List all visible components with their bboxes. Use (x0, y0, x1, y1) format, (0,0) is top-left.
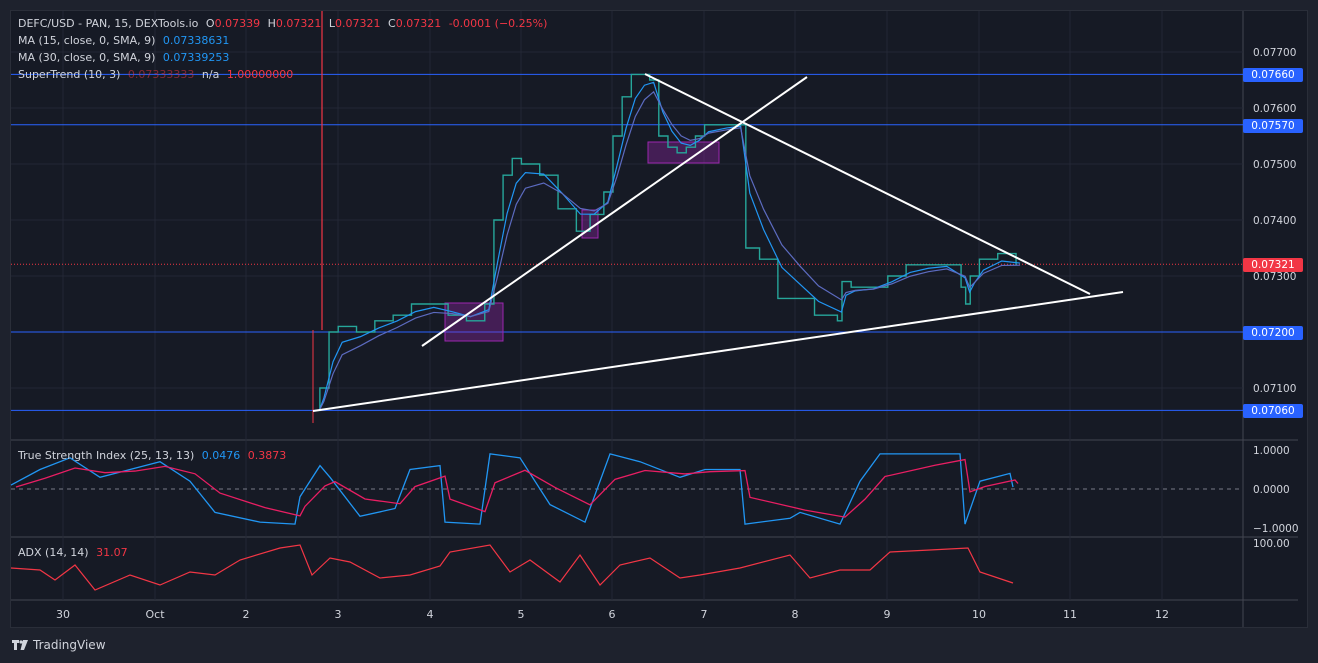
ma15-legend[interactable]: MA (15, close, 0, SMA, 9) 0.07338631 (18, 34, 233, 48)
price-line (315, 73, 1017, 412)
ohlc-high: H0.07321 (267, 17, 322, 30)
y-tick-label: 0.07600 (1253, 103, 1296, 115)
ma30-label: MA (30, close, 0, SMA, 9) (18, 51, 156, 64)
y-tick-label: 0.07700 (1253, 47, 1296, 59)
ma30-line (318, 90, 1021, 411)
tsi-value: 0.0476 (201, 449, 241, 462)
y-tick-label: 0.07400 (1253, 215, 1296, 227)
tsi-label: True Strength Index (25, 13, 13) (18, 449, 195, 462)
level-tag-3: 0.07200 (1243, 326, 1303, 340)
adx-line (10, 544, 1014, 591)
x-tick-label: 7 (701, 608, 708, 621)
ma15-line (318, 81, 1021, 411)
tsi-tick-label: 0.0000 (1253, 484, 1290, 496)
ohlc-low: L0.07321 (328, 17, 381, 30)
last-price-tag: 0.07321 (1243, 258, 1303, 272)
tsi-tick-label: 1.0000 (1253, 445, 1290, 457)
tsi-line (10, 453, 1014, 525)
level-tag-4: 0.07060 (1243, 404, 1303, 418)
x-tick-label: 30 (56, 608, 70, 621)
brand-name: TradingView (33, 638, 106, 652)
tradingview-brand[interactable]: TradingView (12, 636, 106, 654)
x-tick-label: 9 (884, 608, 891, 621)
level-tag-1: 0.07660 (1243, 68, 1303, 82)
y-tick-label: 0.07500 (1253, 159, 1296, 171)
adx-label: ADX (14, 14) (18, 546, 89, 559)
supertrend-label: SuperTrend (10, 3) (18, 68, 121, 81)
tsi-signal-line (15, 458, 1019, 518)
ma30-legend[interactable]: MA (30, close, 0, SMA, 9) 0.07339253 (18, 51, 233, 65)
y-tick-label: 0.07300 (1253, 271, 1296, 283)
trendline-support (312, 291, 1124, 412)
adx-tick-label: 100.00 (1253, 538, 1290, 550)
level-tag-2: 0.07570 (1243, 119, 1303, 133)
symbol-label: DEFC/USD - PAN, 15, DEXTools.io (18, 17, 199, 30)
ohlc-close: C0.07321 (388, 17, 442, 30)
x-tick-label: 6 (609, 608, 616, 621)
ohlc-legend: DEFC/USD - PAN, 15, DEXTools.io O0.07339… (18, 17, 551, 31)
supertrend-value: 0.07333333 (127, 68, 195, 81)
x-tick-label: Oct (145, 608, 165, 621)
tsi-signal-value: 0.3873 (247, 449, 287, 462)
x-tick-label: 2 (243, 608, 250, 621)
x-tick-label: 8 (792, 608, 799, 621)
supertrend-direction: 1.00000000 (226, 68, 294, 81)
x-tick-label: 11 (1063, 608, 1077, 621)
x-tick-label: 4 (427, 608, 434, 621)
y-tick-label: 0.07100 (1253, 383, 1296, 395)
x-tick-label: 5 (518, 608, 525, 621)
trendline-resistance (644, 73, 1091, 295)
adx-legend[interactable]: ADX (14, 14) 31.07 (18, 546, 132, 560)
adx-value: 31.07 (96, 546, 128, 559)
x-tick-label: 10 (972, 608, 986, 621)
tsi-tick-label: −1.0000 (1253, 523, 1299, 535)
ma15-value: 0.07338631 (162, 34, 230, 47)
ma30-value: 0.07339253 (162, 51, 230, 64)
change-value: -0.0001 (−0.25%) (448, 17, 548, 30)
x-tick-label: 3 (335, 608, 342, 621)
tsi-legend[interactable]: True Strength Index (25, 13, 13) 0.0476 … (18, 449, 290, 463)
trendline-rising (421, 76, 808, 347)
ohlc-open: O0.07339 (205, 17, 261, 30)
x-tick-label: 12 (1155, 608, 1169, 621)
supertrend-na: n/a (201, 68, 220, 81)
tradingview-logo-icon (12, 639, 28, 651)
supertrend-legend[interactable]: SuperTrend (10, 3) 0.07333333 n/a 1.0000… (18, 68, 297, 82)
ma15-label: MA (15, close, 0, SMA, 9) (18, 34, 156, 47)
